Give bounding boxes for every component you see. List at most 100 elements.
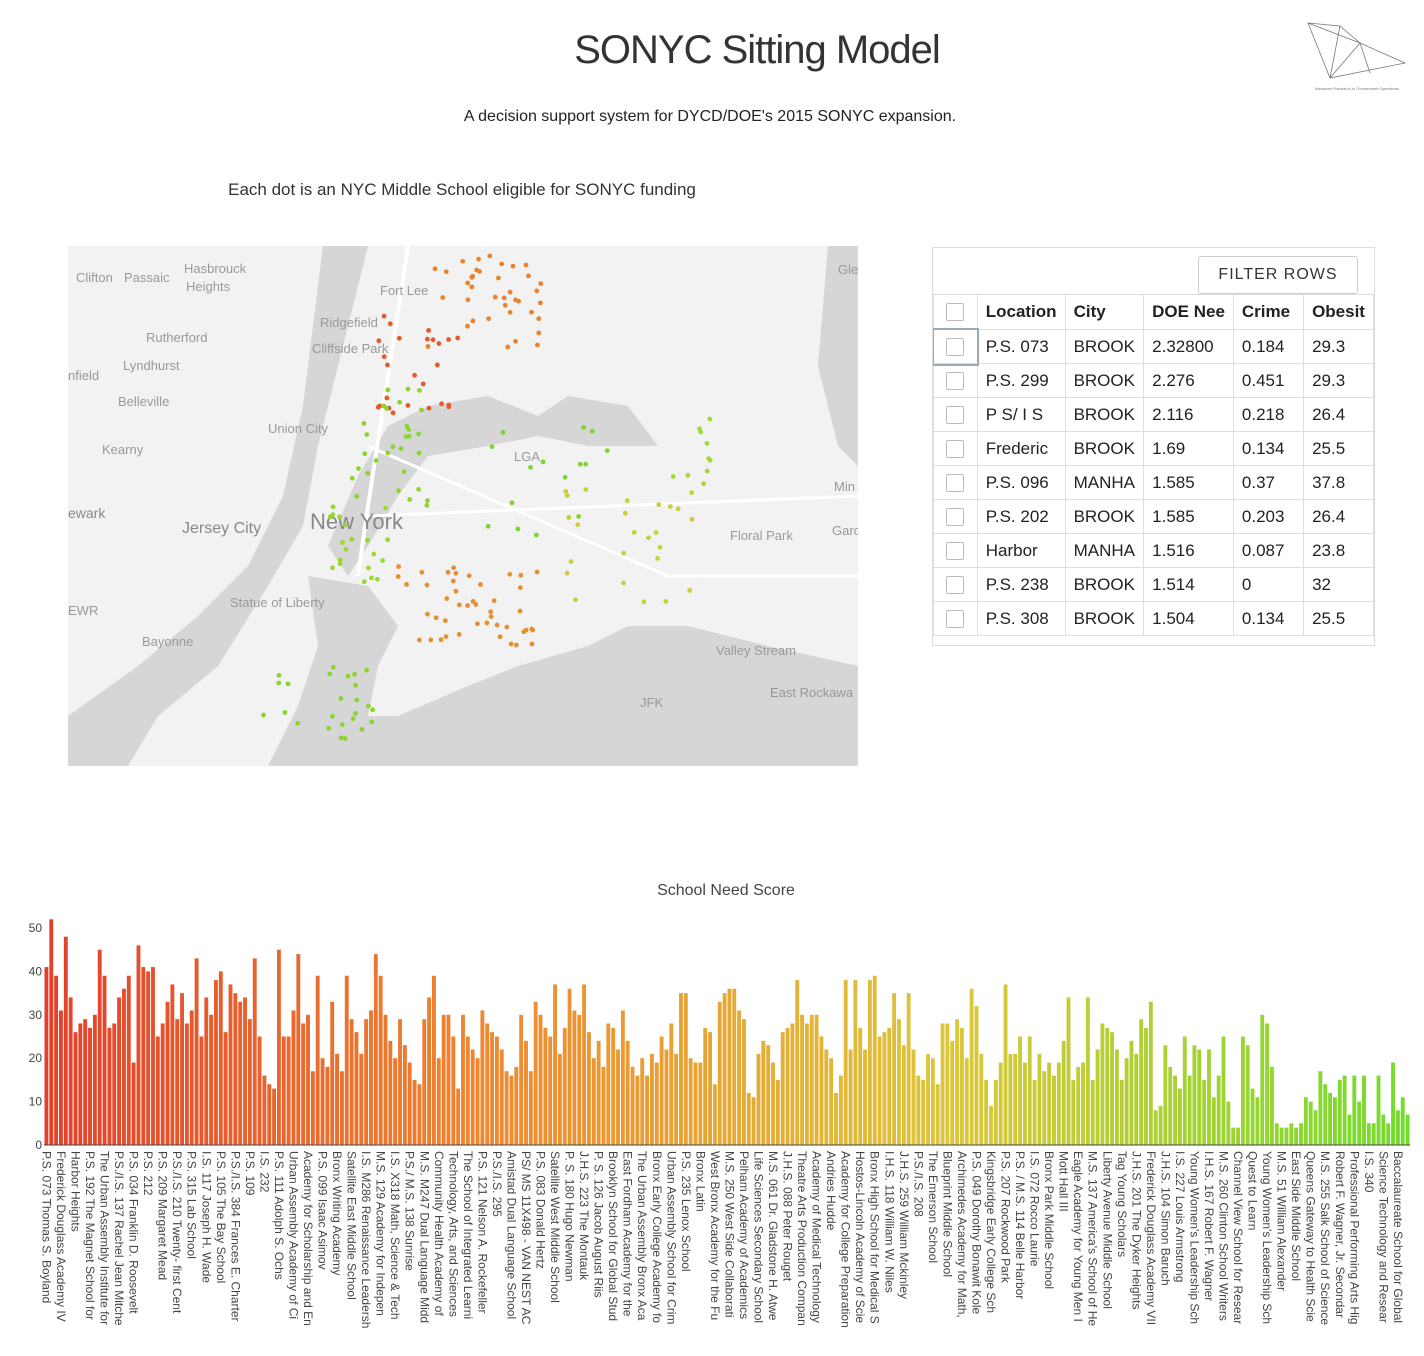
school-dot bbox=[622, 510, 628, 516]
school-dot bbox=[704, 440, 710, 446]
school-dot bbox=[416, 450, 422, 456]
checkbox-cell bbox=[933, 363, 978, 398]
checkbox[interactable] bbox=[946, 371, 965, 390]
checkbox[interactable] bbox=[946, 541, 965, 560]
school-dot bbox=[326, 725, 331, 731]
school-dot bbox=[568, 559, 574, 564]
x-tick-label: M.S. 250 West Side Collaborati bbox=[722, 1151, 736, 1318]
school-dot bbox=[405, 386, 411, 392]
bar bbox=[926, 1053, 930, 1145]
bar bbox=[591, 1058, 596, 1145]
school-dot bbox=[371, 551, 377, 557]
school-dot bbox=[450, 578, 456, 584]
school-dot bbox=[340, 540, 345, 545]
checkbox[interactable] bbox=[946, 439, 965, 458]
bar bbox=[1371, 1123, 1376, 1145]
bar bbox=[1042, 1071, 1047, 1145]
checkbox[interactable] bbox=[946, 609, 965, 628]
school-dot bbox=[412, 372, 417, 378]
school-dot bbox=[663, 599, 669, 604]
bar bbox=[950, 1040, 955, 1145]
table-cell: 1.516 bbox=[1143, 533, 1234, 568]
school-dot bbox=[465, 280, 471, 286]
table-row: P.S. 073 BROOK 2.32800 0.184 29.3 bbox=[933, 327, 1374, 366]
bar bbox=[354, 1032, 359, 1145]
map-label: EWR bbox=[68, 603, 98, 618]
bar bbox=[286, 1036, 291, 1145]
bar bbox=[974, 1006, 979, 1145]
bar bbox=[804, 1023, 809, 1145]
bar bbox=[504, 1071, 509, 1145]
x-tick-label: Mott Hall III bbox=[1057, 1151, 1071, 1212]
bar bbox=[1018, 1036, 1022, 1145]
bar bbox=[257, 1036, 262, 1145]
x-tick-label: J.H.S. 201 The Dyker Heights bbox=[1129, 1151, 1143, 1310]
bar bbox=[320, 1058, 325, 1145]
checkbox[interactable] bbox=[946, 473, 965, 492]
bar bbox=[281, 1036, 286, 1145]
school-dot bbox=[473, 602, 479, 607]
bar bbox=[1032, 1079, 1037, 1145]
y-tick-label: 10 bbox=[29, 1095, 43, 1109]
x-tick-label: P.S. 212 bbox=[141, 1151, 155, 1196]
x-tick-label: The Urban Assembly Institute for bbox=[98, 1151, 112, 1325]
bar bbox=[369, 1010, 373, 1145]
checkbox[interactable] bbox=[946, 507, 965, 526]
bar bbox=[1144, 1027, 1148, 1145]
school-dot bbox=[337, 557, 343, 563]
x-tick-label: P.S./I.S. 210 Twenty- first Cent bbox=[170, 1151, 184, 1314]
bar bbox=[218, 971, 223, 1145]
checkbox[interactable] bbox=[946, 337, 965, 356]
map[interactable]: Clifton Passaic Hasbrouck Heights Fort Lee Ri… bbox=[68, 246, 858, 766]
school-dot bbox=[689, 490, 695, 496]
bar bbox=[688, 1058, 693, 1145]
map-label: Jersey City bbox=[182, 520, 261, 537]
bar bbox=[1332, 1097, 1337, 1145]
school-dot bbox=[704, 468, 710, 474]
school-dot bbox=[361, 579, 367, 585]
school-dot bbox=[456, 631, 462, 637]
school-dot bbox=[563, 488, 569, 494]
school-dot bbox=[390, 410, 396, 416]
bar bbox=[223, 1032, 228, 1145]
y-tick-label: 30 bbox=[29, 1008, 43, 1022]
school-dot bbox=[667, 504, 673, 509]
school-dot bbox=[476, 256, 481, 262]
bar bbox=[306, 1014, 310, 1145]
x-tick-label: P.S./I.S. 208 bbox=[911, 1151, 925, 1217]
x-tick-label: Pelham Academy of Academics bbox=[737, 1151, 751, 1319]
bar bbox=[1347, 1114, 1352, 1145]
school-dot bbox=[540, 459, 546, 465]
filter-button[interactable]: FILTER ROWS bbox=[1198, 256, 1358, 294]
checkbox-cell bbox=[933, 327, 980, 366]
x-tick-label: I.S. 072 Rocco Laurie bbox=[1028, 1151, 1042, 1267]
bar bbox=[824, 1049, 829, 1145]
school-dot bbox=[470, 599, 476, 604]
bar bbox=[1313, 1110, 1318, 1145]
school-dot bbox=[343, 522, 348, 528]
school-dot bbox=[698, 429, 704, 435]
bar bbox=[775, 1079, 780, 1145]
school-dot bbox=[370, 707, 376, 713]
checkbox[interactable] bbox=[946, 575, 965, 594]
x-tick-label: M.S. 255 Salk School of Science bbox=[1318, 1151, 1332, 1325]
bar bbox=[204, 997, 209, 1145]
bar bbox=[964, 1058, 969, 1145]
bar bbox=[1148, 1001, 1153, 1145]
bar bbox=[175, 1019, 180, 1145]
x-tick-label: P.S. 315 Lab School bbox=[185, 1151, 199, 1259]
table-cell: 29.3 bbox=[1303, 329, 1374, 364]
school-dot bbox=[353, 682, 358, 688]
table-row: P.S. 308 BROOK 1.504 0.134 25.5 bbox=[933, 601, 1374, 636]
bar bbox=[1037, 1053, 1042, 1145]
bar bbox=[867, 980, 872, 1145]
bar-chart: School Need Score 0 10 20 30 40 50 P.S. 073 Th… bbox=[29, 882, 1410, 1328]
header-cell: Location bbox=[976, 294, 1066, 330]
bar bbox=[509, 1075, 514, 1145]
bar bbox=[339, 1071, 344, 1145]
map-label: Clifton bbox=[76, 270, 113, 285]
x-tick-label: P. S. 180 Hugo Newman bbox=[563, 1151, 577, 1282]
table-cell: Frederic bbox=[976, 431, 1066, 466]
checkbox[interactable] bbox=[946, 405, 965, 424]
school-dot bbox=[364, 432, 370, 437]
